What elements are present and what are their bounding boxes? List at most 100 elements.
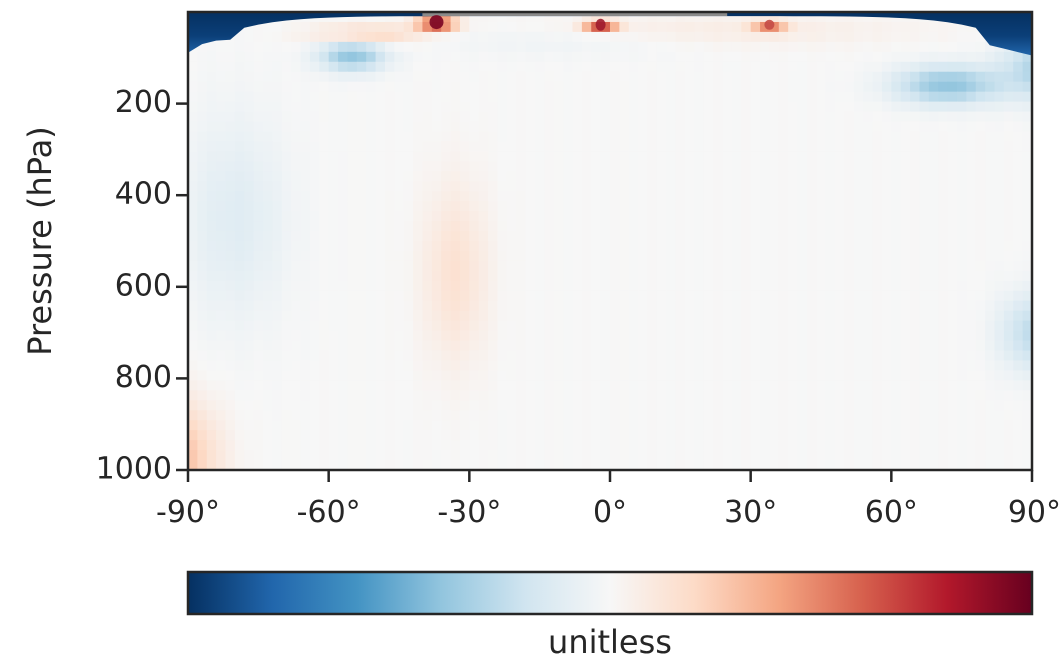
heatmap-cell xyxy=(572,31,583,43)
heatmap-cell xyxy=(694,91,705,103)
heatmap-cell xyxy=(272,221,283,232)
heatmap-cell xyxy=(403,430,414,441)
heatmap-cell xyxy=(638,440,649,451)
heatmap-cell xyxy=(619,350,630,362)
heatmap-cell xyxy=(835,330,846,342)
heatmap-cell xyxy=(450,420,461,431)
heatmap-cell xyxy=(844,171,855,182)
heatmap-cell xyxy=(206,340,217,352)
heatmap-cell xyxy=(216,260,227,272)
heatmap-cell xyxy=(338,71,349,83)
heatmap-cell xyxy=(722,51,733,63)
heatmap-cell xyxy=(928,250,939,262)
heatmap-cell xyxy=(534,390,545,401)
heatmap-cell xyxy=(478,250,489,262)
heatmap-cell xyxy=(806,31,817,43)
heatmap-cell xyxy=(534,450,545,461)
heatmap-cell xyxy=(384,320,395,332)
heatmap-cell xyxy=(253,370,264,381)
heatmap-cell xyxy=(206,310,217,322)
heatmap-cell xyxy=(703,12,714,23)
heatmap-cell xyxy=(816,420,827,431)
heatmap-cell xyxy=(853,221,864,232)
heatmap-cell xyxy=(563,410,574,421)
heatmap-cell xyxy=(844,191,855,202)
heatmap-cell xyxy=(413,21,424,33)
heatmap-cell xyxy=(441,250,452,262)
heatmap-cell xyxy=(910,141,921,152)
heatmap-cell xyxy=(947,300,958,312)
heatmap-cell xyxy=(506,181,517,192)
heatmap-cell xyxy=(835,440,846,451)
heatmap-cell xyxy=(881,300,892,312)
heatmap-cell xyxy=(910,440,921,451)
heatmap-cell xyxy=(666,71,677,83)
heatmap-cell xyxy=(347,101,358,113)
heatmap-cell xyxy=(300,300,311,312)
heatmap-cell xyxy=(656,51,667,63)
heatmap-cell xyxy=(553,41,564,53)
heatmap-cell xyxy=(441,41,452,53)
heatmap-cell xyxy=(469,390,480,401)
heatmap-cell xyxy=(366,420,377,431)
heatmap-cell xyxy=(919,380,930,391)
heatmap-cell xyxy=(394,250,405,262)
heatmap-cell xyxy=(478,191,489,202)
heatmap-cell xyxy=(919,81,930,93)
heatmap-cell xyxy=(985,330,996,342)
heatmap-cell xyxy=(253,101,264,113)
heatmap-cell xyxy=(544,151,555,162)
heatmap-cell xyxy=(319,350,330,362)
heatmap-cell xyxy=(497,370,508,381)
heatmap-cell xyxy=(788,340,799,352)
heatmap-cell xyxy=(553,450,564,461)
heatmap-cell xyxy=(263,101,273,113)
heatmap-cell xyxy=(685,131,695,143)
heatmap-cell xyxy=(356,420,367,431)
heatmap-cell xyxy=(881,390,892,401)
heatmap-cell xyxy=(750,51,761,63)
heatmap-cell xyxy=(488,350,499,362)
heatmap-cell xyxy=(1003,260,1014,272)
heatmap-cell xyxy=(703,320,714,332)
heatmap-cell xyxy=(413,101,424,113)
heatmap-cell xyxy=(375,191,386,202)
heatmap-cell xyxy=(497,131,508,143)
heatmap-cell xyxy=(619,320,630,332)
heatmap-cell xyxy=(760,171,771,182)
heatmap-cell xyxy=(610,400,620,411)
heatmap-cell xyxy=(788,71,799,83)
heatmap-cell xyxy=(506,330,517,342)
heatmap-cell xyxy=(928,211,939,222)
heatmap-cell xyxy=(525,131,536,143)
heatmap-cell xyxy=(872,300,883,312)
heatmap-cell xyxy=(375,420,386,431)
heatmap-cell xyxy=(328,300,339,312)
heatmap-cell xyxy=(985,51,996,63)
heatmap-cell xyxy=(244,350,255,362)
heatmap-cell xyxy=(769,231,780,242)
heatmap-cell xyxy=(1022,141,1033,152)
heatmap-cell xyxy=(600,250,611,262)
heatmap-cell xyxy=(881,290,892,302)
heatmap-cell xyxy=(891,320,902,332)
heatmap-cell xyxy=(863,270,874,282)
heatmap-cell xyxy=(1003,460,1014,471)
heatmap-cell xyxy=(563,12,574,23)
heatmap-cell xyxy=(544,330,555,342)
heatmap-cell xyxy=(956,211,967,222)
heatmap-cell xyxy=(225,250,236,262)
heatmap-cell xyxy=(197,350,208,362)
heatmap-cell xyxy=(722,360,733,372)
heatmap-cell xyxy=(806,330,817,342)
heatmap-cell xyxy=(497,390,508,401)
heatmap-cell xyxy=(1013,410,1024,421)
heatmap-cell xyxy=(844,400,855,411)
heatmap-cell xyxy=(338,241,349,252)
heatmap-cell xyxy=(272,91,283,103)
heatmap-cell xyxy=(806,241,817,252)
heatmap-cell xyxy=(469,181,480,192)
heatmap-cell xyxy=(441,161,452,172)
heatmap-cell xyxy=(881,61,892,73)
heatmap-cell xyxy=(225,280,236,292)
